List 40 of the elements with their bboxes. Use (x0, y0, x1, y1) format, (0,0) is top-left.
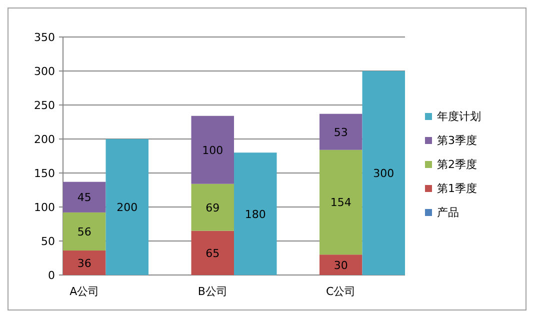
y-tick-label: 50 (41, 235, 55, 248)
bar (106, 139, 148, 275)
bar (320, 150, 362, 255)
bar (191, 184, 234, 231)
data-label: 36 (77, 256, 92, 270)
data-label: 200 (116, 201, 138, 214)
data-label: 69 (206, 201, 220, 214)
y-tick-label: 350 (34, 31, 55, 44)
data-label: 100 (202, 144, 224, 157)
x-tick-label: A公司 (70, 285, 100, 298)
data-label: 30 (334, 258, 348, 272)
data-label: 65 (206, 246, 220, 260)
y-tick-label: 250 (34, 99, 55, 112)
bar (63, 212, 106, 251)
data-label: 45 (77, 191, 92, 204)
data-label: 180 (244, 208, 266, 221)
legend-label: 年度计划 (437, 110, 481, 123)
bar (63, 250, 106, 275)
x-tick-label: C公司 (326, 285, 356, 298)
bar (320, 254, 362, 275)
bar (191, 116, 234, 184)
bar (234, 152, 277, 275)
legend-label: 产品 (437, 206, 459, 219)
bar (362, 71, 405, 275)
legend-label: 第1季度 (437, 182, 477, 195)
legend-label: 第2季度 (437, 158, 477, 171)
y-tick-label: 300 (34, 65, 55, 78)
y-tick-label: 150 (34, 167, 55, 180)
y-tick-label: 100 (34, 201, 55, 214)
y-tick-label: 0 (48, 269, 55, 282)
x-tick-label: B公司 (198, 285, 228, 298)
bar (320, 114, 362, 150)
bar (191, 230, 234, 275)
bar (63, 182, 106, 212)
data-label: 53 (334, 126, 348, 139)
y-tick-label: 200 (34, 133, 55, 146)
data-label: 300 (373, 167, 394, 180)
data-label: 56 (77, 225, 92, 238)
data-label: 154 (330, 196, 352, 210)
legend-label: 第3季度 (437, 134, 477, 147)
